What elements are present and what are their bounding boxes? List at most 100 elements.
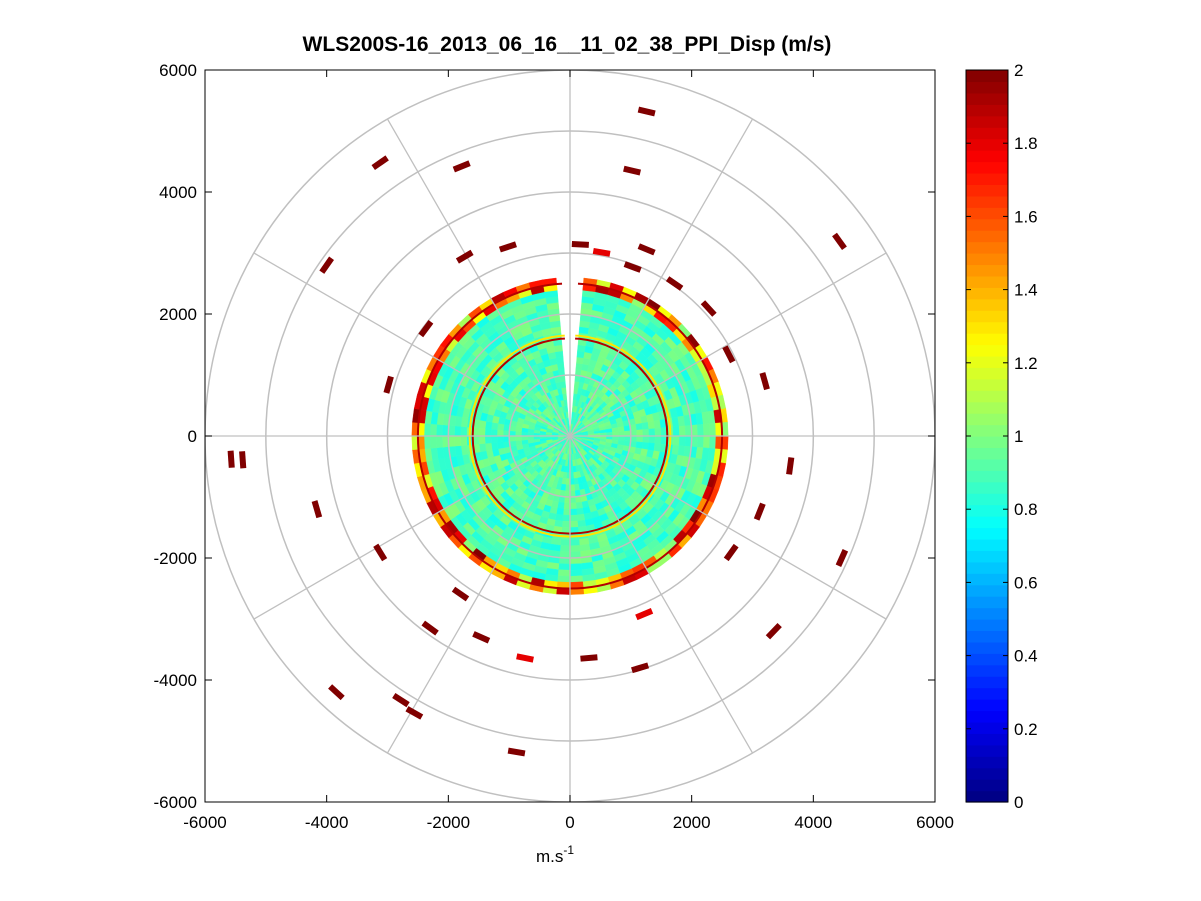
chart-title: WLS200S-16_2013_06_16__11_02_38_PPI_Disp… [303, 33, 832, 56]
return-cell [722, 345, 736, 364]
return-cell [580, 654, 598, 662]
scan-cell [636, 435, 644, 443]
scan-cell [648, 428, 656, 437]
grid-spoke [569, 435, 887, 620]
scan-cell [478, 443, 487, 453]
scan-cell [654, 435, 662, 445]
colorbar-segment [966, 550, 1008, 563]
scan-cell [611, 427, 619, 433]
return-cell [319, 256, 335, 274]
colorbar-segment [966, 790, 1008, 803]
scan-cell [557, 569, 571, 577]
scan-cell [561, 387, 567, 395]
colorbar-segment [966, 413, 1008, 426]
polar-grid [205, 70, 935, 802]
colorbar-segment [966, 390, 1008, 403]
grid-spoke [569, 435, 754, 754]
scan-cell [653, 443, 662, 453]
return-cell [452, 160, 471, 173]
colorbar-ticks [966, 69, 1008, 803]
scan-cell [484, 420, 493, 430]
grid-spoke [569, 118, 754, 437]
return-cell [786, 457, 795, 475]
grid-spoke [253, 435, 571, 620]
return-cell [765, 622, 782, 640]
colorbar-segment [966, 493, 1008, 506]
scan-cell [569, 545, 581, 553]
colorbar-segment [966, 767, 1008, 780]
colorbar-segment [966, 275, 1008, 288]
scan-cell [697, 424, 705, 437]
scan-cell [569, 520, 579, 528]
scan-cell [490, 435, 498, 444]
colorbar-segment [966, 287, 1008, 300]
scan-cell [497, 441, 505, 449]
scan-cell [569, 502, 577, 510]
scan-cell [654, 427, 662, 437]
scan-cell [460, 426, 468, 437]
return-cell [723, 543, 739, 562]
return-cell [631, 662, 650, 674]
scan-cell [478, 427, 486, 437]
scan-cell [647, 442, 656, 452]
scan-cell [560, 539, 571, 547]
return-cell [759, 372, 770, 391]
colorbar-segment [966, 447, 1008, 460]
scan-cell [490, 442, 499, 451]
return-cell [637, 243, 656, 256]
scan-cell [635, 423, 643, 431]
y-tick-label: 4000 [159, 183, 197, 202]
scan-cell [653, 419, 662, 429]
x-tick-labels: -6000 -4000 -2000 0 2000 4000 6000 [183, 813, 954, 832]
scan-cell [554, 513, 564, 522]
return-cell [637, 106, 656, 117]
return-cell [383, 375, 394, 394]
colorbar-segment [966, 641, 1008, 654]
scan-cell [521, 439, 529, 445]
return-cell [832, 232, 847, 251]
scan-cell [496, 429, 504, 437]
scan-cell [564, 490, 571, 498]
colorbar-segment [966, 230, 1008, 243]
scan-cell [484, 435, 492, 444]
scan-cell [618, 430, 626, 437]
scan-cell [641, 421, 650, 430]
colorbar-tick-label: 1.2 [1014, 354, 1038, 373]
colorbar-tick-label: 0.8 [1014, 500, 1038, 519]
colorbar-segment [966, 744, 1008, 757]
scan-cell [562, 514, 571, 522]
colorbar-segment [966, 344, 1008, 357]
colorbar-segment [966, 561, 1008, 574]
colorbar-segment [966, 619, 1008, 632]
colorbar-segment [966, 172, 1008, 185]
scan-cell [709, 422, 717, 437]
colorbar-segment [966, 596, 1008, 609]
colorbar-segment [966, 298, 1008, 311]
scan-cell [569, 569, 583, 577]
x-axis-label-text: m.s [536, 847, 563, 866]
colorbar-segment [966, 367, 1008, 380]
scan-cell [554, 350, 564, 359]
scan-cell [454, 435, 462, 447]
colorbar-segment [966, 458, 1008, 471]
colorbar-segment [966, 733, 1008, 746]
y-tick-label: 6000 [159, 61, 197, 80]
colorbar-segment [966, 527, 1008, 540]
colorbar-segment [966, 710, 1008, 723]
colorbar-segment [966, 378, 1008, 391]
x-tick-label: -6000 [183, 813, 226, 832]
return-cell [421, 620, 439, 636]
colorbar-segment [966, 81, 1008, 94]
scan-cell [423, 435, 431, 450]
colorbar-segment [966, 115, 1008, 128]
x-axis-label-superscript: -1 [563, 843, 574, 857]
colorbar-segment [966, 516, 1008, 529]
colorbar-labels: 0 0.2 0.4 0.6 0.8 1 1.2 1.4 1.6 1.8 2 [1014, 61, 1038, 812]
scan-cell [569, 508, 578, 516]
scan-cell [556, 356, 564, 365]
grid-spoke [386, 118, 571, 437]
scan-cell [636, 429, 644, 437]
scan-cell [556, 507, 564, 516]
scan-cell [709, 435, 717, 450]
